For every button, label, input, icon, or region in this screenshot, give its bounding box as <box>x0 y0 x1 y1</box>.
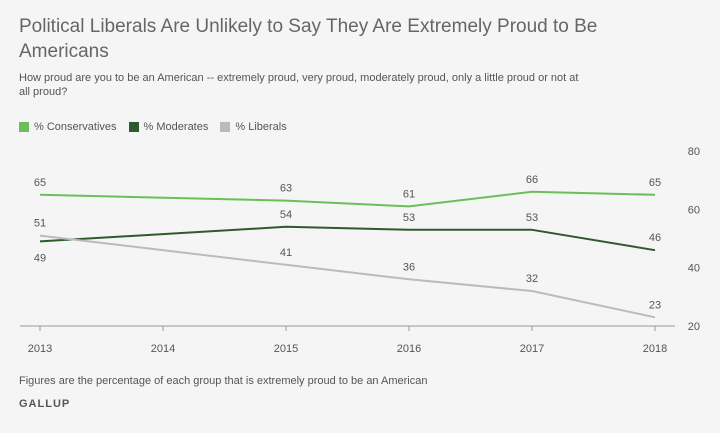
series-line-2 <box>39 234 656 319</box>
legend-swatch-liberals <box>220 122 231 132</box>
chart-title: Political Liberals Are Unlikely to Say T… <box>19 16 598 62</box>
y-tick-label: 60 <box>688 204 700 216</box>
legend-label-liberals: % Liberals <box>235 121 287 133</box>
x-tick-label: 2018 <box>643 343 667 355</box>
legend-item-conservatives: % Conservatives <box>19 121 117 133</box>
data-label: 54 <box>280 209 292 221</box>
chart-note: Figures are the percentage of each group… <box>19 375 428 387</box>
data-label: 61 <box>403 188 415 200</box>
y-tick-label: 20 <box>688 321 700 333</box>
brand-logo-text: GALLUP <box>19 398 71 410</box>
data-label: 51 <box>34 218 46 230</box>
data-label: 23 <box>649 299 661 311</box>
data-label: 36 <box>403 261 415 273</box>
legend-swatch-moderates <box>128 122 139 132</box>
chart-subtitle: How proud are you to be an American -- e… <box>19 72 579 98</box>
y-tick-label: 40 <box>688 263 700 275</box>
x-tick-label: 2013 <box>28 343 52 355</box>
series-line-1 <box>39 225 656 252</box>
x-tick-label: 2014 <box>151 343 175 355</box>
data-label: 53 <box>526 212 538 224</box>
data-label: 66 <box>526 174 538 186</box>
data-label: 46 <box>649 232 661 244</box>
legend-label-moderates: % Moderates <box>143 121 209 133</box>
data-label: 63 <box>280 183 292 195</box>
legend: % Conservatives % Moderates % Liberals <box>19 121 287 133</box>
data-label: 65 <box>649 177 661 189</box>
data-label: 53 <box>403 212 415 224</box>
data-label: 65 <box>34 177 46 189</box>
x-tick-label: 2015 <box>274 343 298 355</box>
legend-item-liberals: % Liberals <box>220 121 287 133</box>
x-tick-label: 2017 <box>520 343 544 355</box>
legend-item-moderates: % Moderates <box>128 121 209 133</box>
data-label: 32 <box>526 273 538 285</box>
legend-label-conservatives: % Conservatives <box>34 121 117 133</box>
legend-swatch-conservatives <box>19 122 29 132</box>
data-label: 41 <box>280 247 292 259</box>
x-tick-label: 2016 <box>397 343 421 355</box>
data-label: 49 <box>34 252 46 264</box>
y-tick-label: 80 <box>688 146 700 158</box>
series-line-0 <box>39 190 656 208</box>
